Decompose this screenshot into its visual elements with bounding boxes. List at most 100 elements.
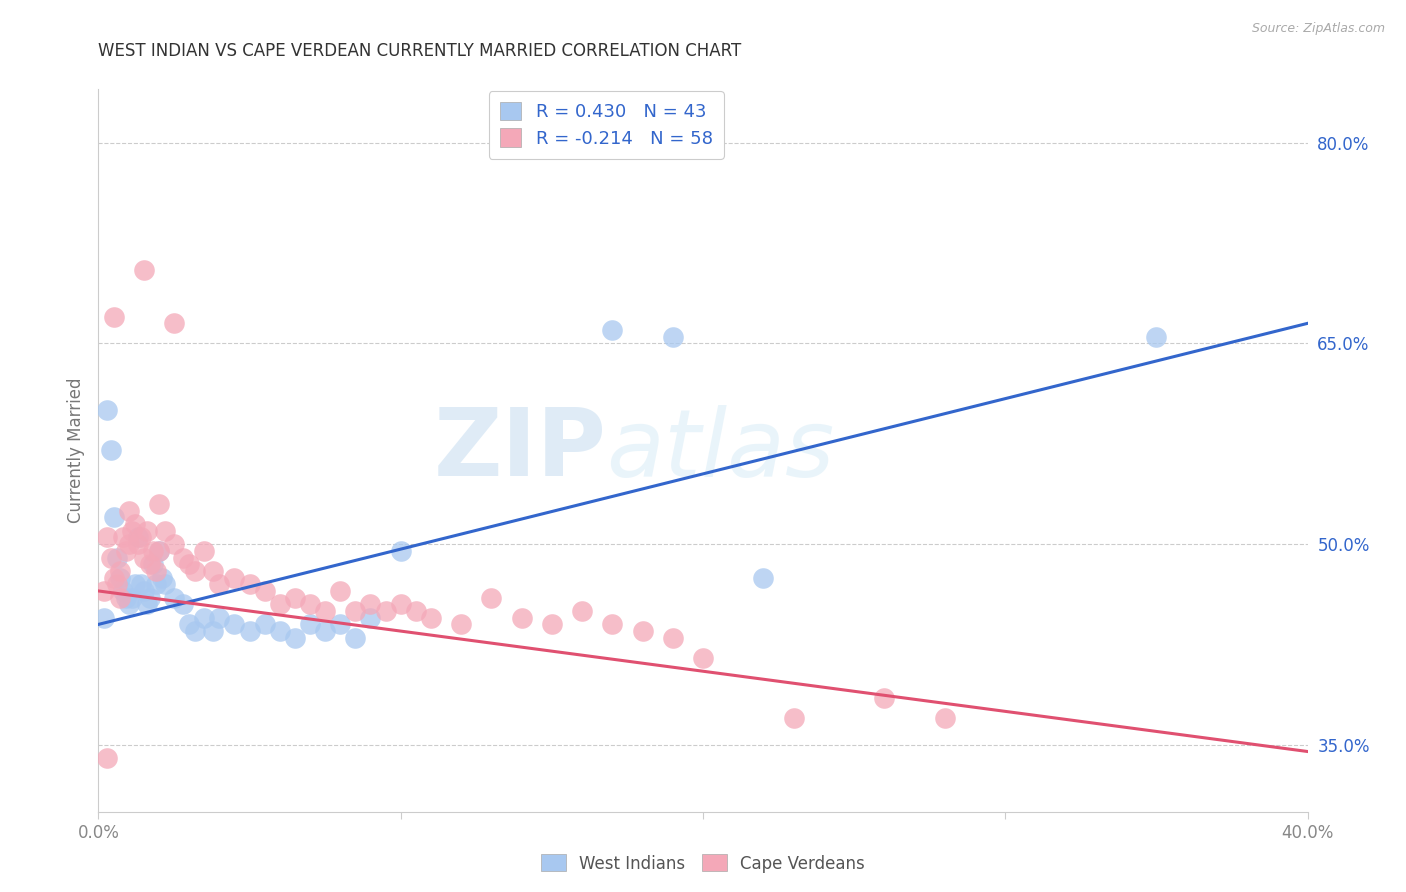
Point: [224, 571, 246, 585]
Point: [153, 524, 176, 538]
Point: [124, 517, 146, 532]
Point: [239, 577, 262, 591]
Point: [172, 550, 194, 565]
Point: [129, 577, 152, 591]
Point: [224, 617, 246, 632]
Point: [239, 624, 262, 639]
Point: [96, 751, 118, 765]
Point: [103, 310, 125, 324]
Point: [202, 564, 225, 578]
Point: [93, 611, 115, 625]
Point: [142, 557, 165, 572]
Point: [121, 591, 143, 605]
Point: [692, 651, 714, 665]
Text: ZIP: ZIP: [433, 404, 606, 497]
Point: [329, 617, 352, 632]
Point: [360, 598, 382, 612]
Point: [163, 317, 186, 331]
Point: [184, 564, 207, 578]
Point: [127, 530, 149, 544]
Point: [127, 537, 149, 551]
Point: [114, 544, 136, 558]
Point: [132, 263, 155, 277]
Point: [374, 604, 396, 618]
Point: [179, 617, 201, 632]
Point: [1146, 330, 1168, 344]
Point: [108, 591, 131, 605]
Text: Source: ZipAtlas.com: Source: ZipAtlas.com: [1251, 22, 1385, 36]
Point: [163, 537, 186, 551]
Point: [179, 557, 201, 572]
Point: [253, 584, 276, 599]
Point: [139, 557, 162, 572]
Point: [208, 577, 231, 591]
Point: [405, 604, 427, 618]
Point: [269, 598, 291, 612]
Point: [118, 503, 141, 517]
Point: [121, 524, 143, 538]
Point: [602, 617, 624, 632]
Point: [93, 584, 115, 599]
Point: [314, 604, 336, 618]
Point: [142, 544, 165, 558]
Legend: West Indians, Cape Verdeans: West Indians, Cape Verdeans: [534, 847, 872, 880]
Point: [135, 598, 157, 612]
Point: [284, 591, 307, 605]
Point: [124, 577, 146, 591]
Point: [153, 577, 176, 591]
Point: [202, 624, 225, 639]
Point: [752, 571, 775, 585]
Point: [299, 617, 322, 632]
Point: [103, 510, 125, 524]
Point: [873, 691, 896, 706]
Point: [103, 571, 125, 585]
Point: [631, 624, 654, 639]
Point: [389, 598, 412, 612]
Point: [360, 611, 382, 625]
Point: [450, 617, 472, 632]
Point: [314, 624, 336, 639]
Point: [105, 550, 128, 565]
Point: [299, 598, 322, 612]
Point: [481, 591, 503, 605]
Point: [783, 711, 806, 725]
Point: [510, 611, 533, 625]
Point: [329, 584, 352, 599]
Y-axis label: Currently Married: Currently Married: [66, 377, 84, 524]
Point: [269, 624, 291, 639]
Point: [111, 530, 134, 544]
Point: [145, 577, 167, 591]
Point: [193, 544, 215, 558]
Point: [193, 611, 215, 625]
Text: WEST INDIAN VS CAPE VERDEAN CURRENTLY MARRIED CORRELATION CHART: WEST INDIAN VS CAPE VERDEAN CURRENTLY MA…: [98, 42, 742, 61]
Point: [111, 584, 134, 599]
Point: [661, 631, 683, 645]
Point: [108, 571, 131, 585]
Point: [344, 631, 367, 645]
Point: [148, 497, 170, 511]
Point: [571, 604, 593, 618]
Point: [114, 591, 136, 605]
Point: [172, 598, 194, 612]
Point: [100, 443, 122, 458]
Point: [135, 524, 157, 538]
Point: [150, 571, 173, 585]
Point: [145, 564, 167, 578]
Point: [661, 330, 683, 344]
Point: [108, 564, 131, 578]
Point: [163, 591, 186, 605]
Point: [118, 598, 141, 612]
Point: [389, 544, 412, 558]
Point: [139, 591, 162, 605]
Point: [118, 537, 141, 551]
Point: [100, 550, 122, 565]
Text: atlas: atlas: [606, 405, 835, 496]
Point: [129, 530, 152, 544]
Point: [602, 323, 624, 337]
Point: [344, 604, 367, 618]
Point: [184, 624, 207, 639]
Legend: R = 0.430   N = 43, R = -0.214   N = 58: R = 0.430 N = 43, R = -0.214 N = 58: [489, 91, 724, 159]
Point: [105, 577, 128, 591]
Point: [540, 617, 562, 632]
Point: [132, 550, 155, 565]
